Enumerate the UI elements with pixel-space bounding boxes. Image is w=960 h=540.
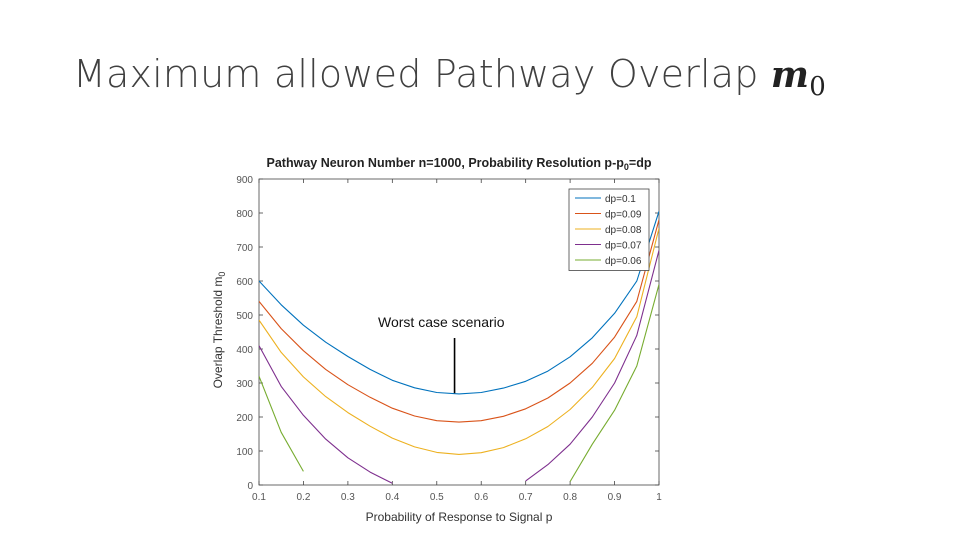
y-tick-label: 700: [236, 243, 253, 254]
x-tick-label: 0.3: [341, 492, 355, 503]
y-axis-label: Overlap Threshold m0: [211, 272, 227, 389]
y-tick-label: 100: [236, 447, 253, 458]
x-tick-label: 0.4: [385, 492, 399, 503]
x-tick-label: 0.6: [474, 492, 488, 503]
y-tick-label: 400: [236, 345, 253, 356]
series-line-dp-0-08: [259, 228, 659, 455]
legend-label: dp=0.07: [605, 241, 642, 252]
x-tick-label: 0.2: [296, 492, 310, 503]
x-tick-label: 0.8: [563, 492, 577, 503]
series-group: [259, 211, 659, 484]
y-tick-label: 800: [236, 209, 253, 220]
y-tick-label: 0: [247, 481, 253, 492]
slide-title: Maximum allowed Pathway Overlap m0: [73, 52, 826, 102]
y-tick-label: 900: [236, 175, 253, 186]
x-tick-label: 0.1: [252, 492, 266, 503]
legend-label: dp=0.1: [605, 194, 636, 205]
series-line-dp-0-1: [259, 211, 659, 395]
x-tick-label: 1: [656, 492, 662, 503]
legend-label: dp=0.09: [605, 210, 642, 221]
slide-title-text: Maximum allowed Pathway Overlap: [73, 52, 771, 96]
y-tick-label: 500: [236, 311, 253, 322]
x-tick-label: 0.5: [430, 492, 444, 503]
y-tick-label: 600: [236, 277, 253, 288]
chart-title: Pathway Neuron Number n=1000, Probabilit…: [267, 156, 652, 172]
x-tick-label: 0.7: [519, 492, 533, 503]
title-math-symbol: m0: [770, 54, 826, 103]
y-tick-label: 200: [236, 413, 253, 424]
x-axis-label: Probability of Response to Signal p: [366, 510, 553, 524]
annotation-worst-case: Worst case scenario: [378, 314, 505, 330]
legend-label: dp=0.08: [605, 225, 642, 236]
series-line-dp-0-06: [259, 284, 659, 482]
legend: [568, 188, 650, 271]
y-tick-label: 300: [236, 379, 253, 390]
series-line-dp-0-09: [259, 219, 659, 423]
series-line-dp-0-07: [259, 250, 659, 484]
legend-label: dp=0.06: [605, 256, 642, 267]
x-tick-label: 0.9: [608, 492, 622, 503]
